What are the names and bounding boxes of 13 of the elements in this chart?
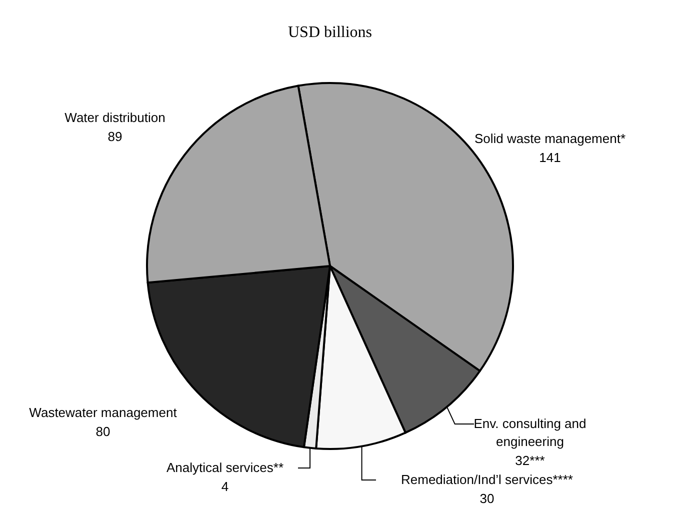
slice-label: Env. consulting and engineering	[474, 416, 586, 449]
data-label: 80	[96, 424, 110, 439]
slice-label: Water distribution	[64, 110, 166, 125]
chart-title: USD billions	[288, 24, 372, 41]
slice-label: Remediation/Ind’l services****	[401, 472, 573, 487]
slice-label: Analytical services**	[166, 460, 284, 475]
data-label: 4	[221, 479, 229, 494]
data-label: 30	[480, 491, 494, 506]
slice-label: Wastewater management	[29, 405, 178, 420]
data-label: 89	[108, 129, 122, 144]
data-label: 141	[539, 150, 561, 165]
data-label: 32***	[515, 453, 545, 468]
slice-label: Solid waste management*	[474, 131, 626, 146]
